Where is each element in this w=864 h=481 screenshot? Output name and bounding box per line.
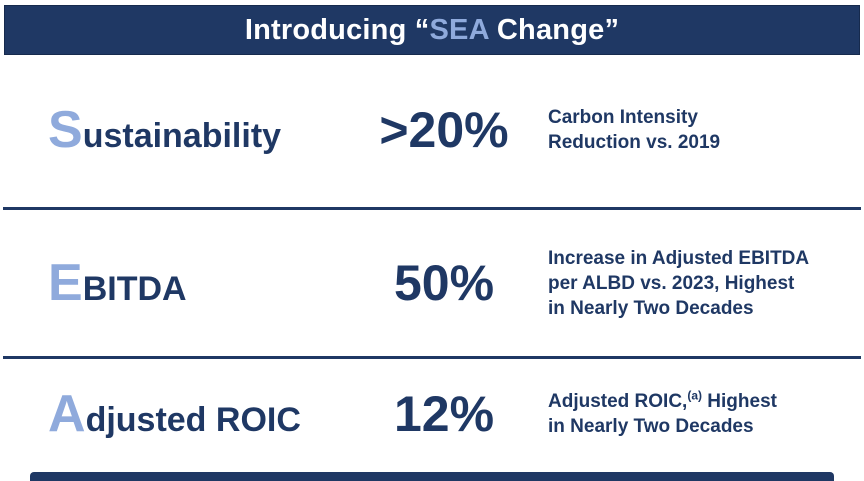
row-ebitda: EBITDA 50% Increase in Adjusted EBITDA p… (0, 210, 864, 356)
description-line: Increase in Adjusted EBITDA (548, 247, 810, 269)
header-title: Introducing “SEA Change” (245, 14, 619, 47)
row-description: Adjusted ROIC,(a) Highest in Nearly Two … (548, 389, 864, 439)
description-line: Reduction vs. 2019 (548, 132, 721, 153)
footnote-marker: (a) (687, 388, 703, 403)
row-label-rest: ustainability (82, 117, 282, 155)
row-sustainability: Sustainability >20% Carbon Intensity Red… (0, 53, 864, 207)
description-line: Adjusted ROIC,(a) Highest (548, 389, 856, 414)
row-value: 50% (393, 255, 495, 311)
row-label-initial: E (48, 254, 83, 312)
description-line: Carbon Intensity (548, 107, 698, 128)
description-text: Adjusted ROIC, (548, 391, 688, 412)
description-line: per ALBD vs. 2023, Highest (548, 272, 795, 294)
description-line: in Nearly Two Decades (548, 297, 754, 319)
header-title-prefix: Introducing “ (244, 13, 430, 46)
row-label: Sustainability (0, 104, 340, 156)
row-label-initial: S (48, 101, 83, 159)
description-line: in Nearly Two Decades (548, 416, 754, 437)
footer-bar (30, 472, 834, 481)
divider (3, 207, 861, 210)
row-label-rest: djusted ROIC (85, 401, 301, 439)
row-label-initial: A (48, 385, 86, 443)
row-label: EBITDA (0, 257, 340, 309)
row-description: Carbon Intensity Reduction vs. 2019 (548, 105, 864, 155)
row-label-rest: BITDA (82, 270, 187, 308)
divider (3, 356, 861, 359)
row-value: 12% (393, 386, 495, 442)
header-bar: Introducing “SEA Change” (4, 5, 860, 55)
description-text: Highest (702, 391, 777, 412)
row-label: Adjusted ROIC (0, 388, 340, 440)
row-adjusted-roic: Adjusted ROIC 12% Adjusted ROIC,(a) High… (0, 359, 864, 469)
row-value: >20% (379, 102, 509, 158)
header-title-suffix: Change” (488, 13, 620, 46)
row-description: Increase in Adjusted EBITDA per ALBD vs.… (548, 246, 864, 321)
header-title-acronym: SEA (429, 13, 489, 46)
